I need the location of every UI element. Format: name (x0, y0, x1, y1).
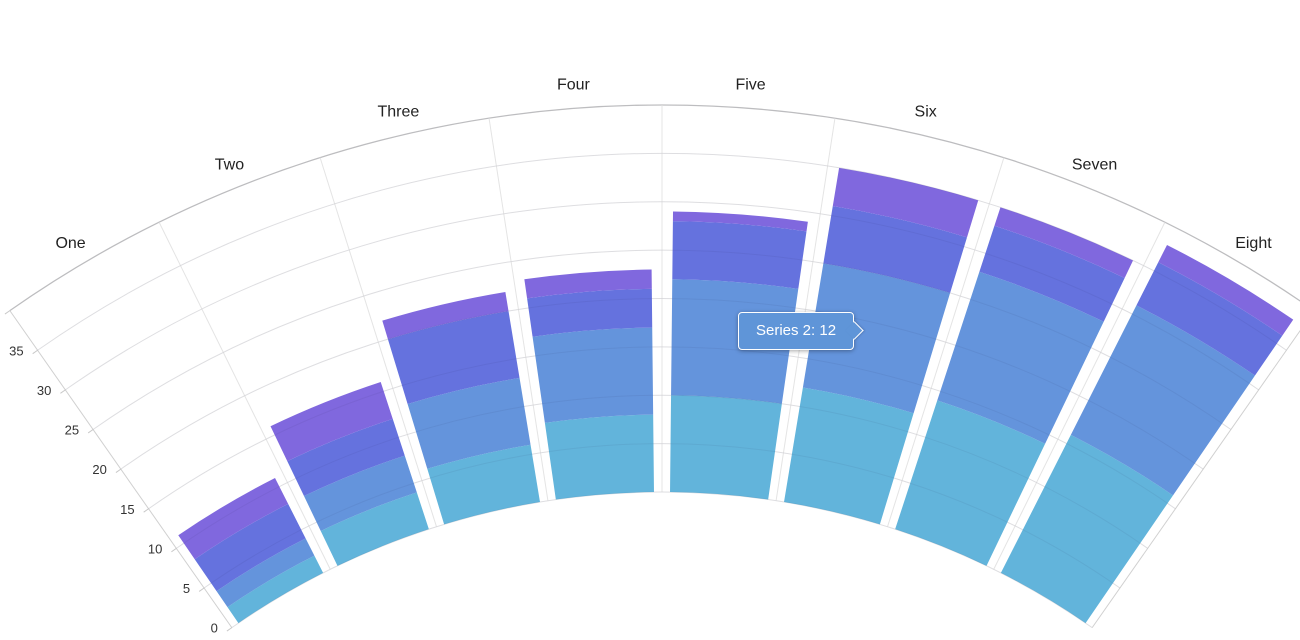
grid-arc-overlay (92, 249, 1232, 430)
y-tick-label: 10 (148, 541, 162, 556)
grid-arc-overlay (37, 152, 1287, 351)
grid-arc-overlay (231, 491, 1093, 629)
category-label-seven: Seven (1072, 157, 1117, 174)
bar-segment-series-3-four[interactable] (527, 288, 653, 337)
y-tick-mark (171, 547, 177, 553)
grid-arc-40 (9, 104, 1300, 312)
bar-segment-series-1-five[interactable] (670, 395, 782, 500)
bar-segment-series-3-five[interactable] (672, 221, 807, 289)
y-tick-mark (87, 429, 94, 434)
bar-segment-series-2-six[interactable] (802, 263, 951, 414)
bar-segment-series-1-one[interactable] (227, 555, 324, 624)
y-tick-mark (198, 587, 205, 592)
bar-segment-series-1-two[interactable] (320, 492, 429, 566)
grid-arc-overlay (203, 443, 1121, 589)
grid-radial-line (775, 118, 836, 501)
bar-segment-series-1-seven[interactable] (895, 400, 1046, 566)
bar-segment-series-2-seven[interactable] (937, 271, 1104, 444)
bar-segment-series-2-three[interactable] (407, 377, 531, 469)
category-label-three: Three (377, 103, 419, 120)
y-tick-mark (226, 627, 233, 632)
y-tick-mark (60, 389, 66, 394)
y-tick-mark (4, 310, 11, 315)
y-tick-label: 35 (9, 343, 23, 358)
grid-radial-line (1091, 329, 1300, 628)
bar-segment-series-2-two[interactable] (304, 455, 417, 531)
grid-arc-overlay (176, 394, 1148, 549)
y-tick-mark (115, 468, 122, 473)
bar-segment-series-3-eight[interactable] (1136, 262, 1283, 376)
category-label-four: Four (557, 76, 591, 93)
bar-segment-series-3-two[interactable] (287, 418, 405, 497)
y-tick-label: 30 (37, 383, 51, 398)
bar-segment-series-4-one[interactable] (178, 477, 289, 560)
grid-radial-line (319, 157, 437, 527)
y-tick-mark (143, 508, 149, 513)
bar-segment-series-2-five[interactable] (671, 279, 799, 404)
bar-segment-series-3-three[interactable] (387, 311, 520, 404)
category-label-one: One (55, 235, 85, 252)
y-tick-label: 20 (92, 462, 106, 477)
y-tick-mark (32, 349, 38, 355)
label-layer: 0510152025303540OneTwoThreeFourFiveSixSe… (9, 76, 1272, 636)
bar-segment-series-4-two[interactable] (270, 382, 393, 462)
grid-arc-overlay (65, 201, 1259, 391)
grid-arc-overlay (148, 346, 1176, 510)
grid-arc-0 (231, 491, 1093, 629)
grid-radial-line (488, 118, 549, 501)
chart-tooltip: Series 2: 12 (738, 312, 864, 350)
bar-segment-series-1-six[interactable] (784, 387, 914, 525)
grid-radial-line (158, 222, 331, 570)
bar-segment-series-1-three[interactable] (427, 444, 540, 525)
grid-arc-overlay (9, 104, 1300, 312)
bar-segment-series-4-six[interactable] (832, 167, 979, 238)
category-label-five: Five (735, 76, 765, 93)
category-label-six: Six (915, 103, 937, 120)
grid-radial-line (993, 222, 1166, 570)
bar-segment-series-2-one[interactable] (216, 538, 315, 608)
bar-segment-series-4-eight[interactable] (1158, 244, 1294, 336)
bar-segment-series-4-seven[interactable] (994, 207, 1134, 278)
bar-segment-series-1-four[interactable] (544, 414, 654, 500)
bar-segment-series-2-eight[interactable] (1070, 305, 1255, 496)
bar-segment-series-4-five[interactable] (672, 211, 808, 232)
y-tick-label: 25 (65, 423, 79, 438)
grid-layer (4, 104, 1300, 632)
y-tick-label: 15 (120, 502, 134, 517)
y-tick-label: 0 (211, 621, 218, 636)
category-label-two: Two (215, 157, 244, 174)
bar-segment-series-1-eight[interactable] (1000, 434, 1174, 624)
category-label-eight: Eight (1235, 235, 1272, 252)
bar-layer (178, 167, 1294, 624)
bar-segment-series-2-four[interactable] (532, 327, 654, 423)
tooltip-text: Series 2: 12 (756, 322, 837, 339)
bar-segment-series-4-four[interactable] (524, 269, 652, 299)
grid-radial-line (887, 157, 1005, 527)
y-tick-label: 5 (183, 581, 190, 596)
overlay-layer (9, 104, 1300, 629)
grid-arc-overlay (120, 297, 1204, 470)
bar-segment-series-3-one[interactable] (194, 503, 306, 592)
bar-segment-series-4-three[interactable] (382, 291, 509, 340)
bar-segment-series-3-seven[interactable] (979, 225, 1125, 322)
bar-segment-series-3-six[interactable] (823, 206, 967, 293)
